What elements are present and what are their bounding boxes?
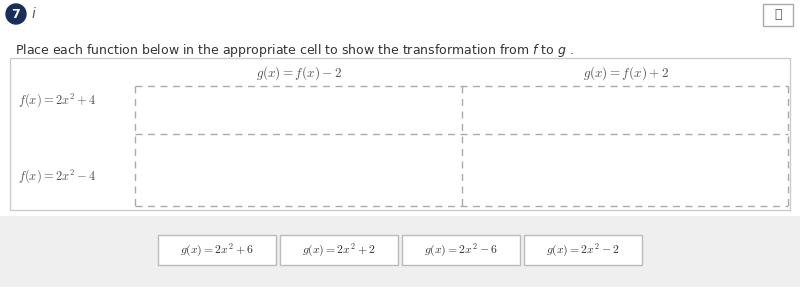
- Text: 7: 7: [12, 7, 20, 20]
- Bar: [0, 216, 800, 287]
- Text: $g(x) = 2x^2 + 2$: $g(x) = 2x^2 + 2$: [302, 241, 376, 259]
- Text: $f(x) = 2x^2 - 4$: $f(x) = 2x^2 - 4$: [18, 167, 97, 185]
- Text: $f(x) = 2x^2 + 4$: $f(x) = 2x^2 + 4$: [18, 91, 97, 109]
- Text: i: i: [32, 7, 36, 21]
- FancyBboxPatch shape: [158, 235, 276, 265]
- Text: $g(x) = 2x^2 + 6$: $g(x) = 2x^2 + 6$: [180, 241, 254, 259]
- Text: $g(x) = 2x^2 - 6$: $g(x) = 2x^2 - 6$: [424, 241, 498, 259]
- Text: $g(x) = f(x) + 2$: $g(x) = f(x) + 2$: [583, 64, 669, 82]
- Text: $g(x) = f(x) - 2$: $g(x) = f(x) - 2$: [255, 64, 342, 82]
- FancyBboxPatch shape: [280, 235, 398, 265]
- FancyBboxPatch shape: [763, 4, 793, 26]
- Text: 🔇: 🔇: [774, 9, 782, 22]
- Circle shape: [6, 4, 26, 24]
- FancyBboxPatch shape: [524, 235, 642, 265]
- Text: Place each function below in the appropriate cell to show the transformation fro: Place each function below in the appropr…: [15, 42, 574, 59]
- FancyBboxPatch shape: [402, 235, 520, 265]
- Text: $g(x) = 2x^2 - 2$: $g(x) = 2x^2 - 2$: [546, 241, 620, 259]
- Bar: [10, 58, 790, 210]
